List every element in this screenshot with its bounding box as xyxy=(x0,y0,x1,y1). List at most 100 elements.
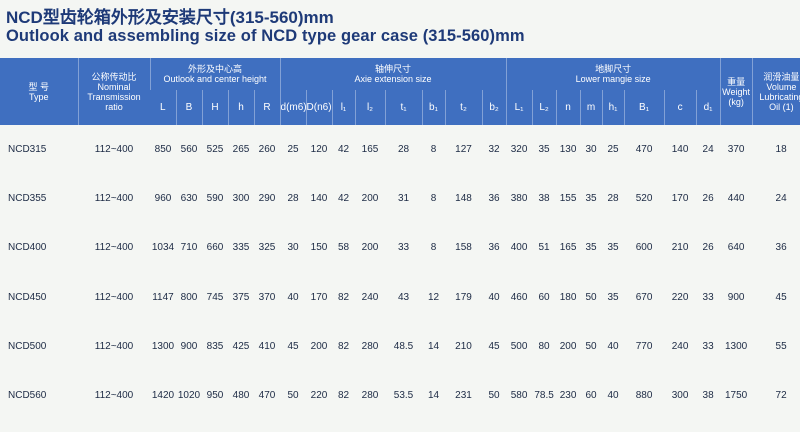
value-cell: 440 xyxy=(727,193,745,205)
lower-mangie-group-header: 地脚尺寸 Lower mangie size xyxy=(505,58,721,90)
ratio-cell: 112~400 xyxy=(94,291,134,303)
value-cell: 300 xyxy=(671,390,689,402)
value-cell: 170 xyxy=(671,193,689,205)
value-cell: 28 xyxy=(397,144,410,156)
value-cell: 50 xyxy=(585,340,597,352)
value-cell: 33 xyxy=(702,340,714,352)
column-header: d(m6) xyxy=(279,90,307,125)
value-cell: 31 xyxy=(397,193,410,205)
value-cell: 900 xyxy=(727,291,745,303)
value-cell: 240 xyxy=(671,340,689,352)
value-cell: 580 xyxy=(510,390,528,402)
value-cell: 325 xyxy=(258,242,276,254)
value-cell: 60 xyxy=(538,291,550,303)
column-header: l₂ xyxy=(354,90,386,125)
value-cell: 460 xyxy=(510,291,528,303)
value-cell: 60 xyxy=(585,390,597,402)
ratio-cell: 112~400 xyxy=(94,242,134,254)
value-cell: 38 xyxy=(702,390,714,402)
value-cell: 200 xyxy=(361,242,379,254)
value-cell: 40 xyxy=(287,291,299,303)
value-cell: 470 xyxy=(258,390,276,402)
value-cell: 165 xyxy=(361,144,379,156)
value-cell: 590 xyxy=(206,193,224,205)
value-cell: 231 xyxy=(455,390,472,402)
value-cell: 150 xyxy=(310,242,328,254)
value-cell: 770 xyxy=(635,340,653,352)
model-cell: NCD355 xyxy=(8,193,47,205)
column-header: l₁ xyxy=(331,90,356,125)
value-cell: 45 xyxy=(488,340,500,352)
value-cell: 12 xyxy=(427,291,440,303)
page-subtitle: Outlook and assembling size of NCD type … xyxy=(6,27,525,45)
type-header: 型 号 Type xyxy=(0,58,78,125)
value-cell: 45 xyxy=(287,340,299,352)
value-cell: 35 xyxy=(585,193,597,205)
value-cell: 58 xyxy=(337,242,350,254)
value-cell: 290 xyxy=(258,193,276,205)
value-cell: 80 xyxy=(538,340,550,352)
table-row: NCD500 112~400 1300 900 835 425 410 45 200 82 280 4… xyxy=(0,322,800,371)
column-header: c xyxy=(663,90,697,125)
value-cell: 130 xyxy=(559,144,577,156)
value-cell: 850 xyxy=(154,144,172,156)
value-cell: 200 xyxy=(310,340,328,352)
value-cell: 470 xyxy=(635,144,653,156)
value-cell: 33 xyxy=(702,291,714,303)
value-cell: 148 xyxy=(455,193,472,205)
value-cell: 45 xyxy=(775,291,787,303)
value-cell: 660 xyxy=(206,242,224,254)
value-cell: 210 xyxy=(671,242,689,254)
ratio-cell: 112~400 xyxy=(94,193,134,205)
oil-header: 润滑油量 Volume Lubricating Oil (1) xyxy=(751,58,800,125)
value-cell: 480 xyxy=(232,390,250,402)
value-cell: 560 xyxy=(180,144,198,156)
value-cell: 50 xyxy=(287,390,299,402)
column-header: H xyxy=(201,90,228,125)
value-cell: 18 xyxy=(775,144,787,156)
table-body: NCD315 112~400 850 560 525 265 260 25 120 42 165 28… xyxy=(0,125,800,420)
table-row: NCD400 112~400 1034 710 660 335 325 30 150 58 200 3… xyxy=(0,223,800,272)
value-cell: 710 xyxy=(180,242,198,254)
value-cell: 40 xyxy=(607,390,619,402)
value-cell: 300 xyxy=(232,193,250,205)
ratio-cell: 112~400 xyxy=(94,390,134,402)
value-cell: 1020 xyxy=(177,390,201,402)
value-cell: 55 xyxy=(775,340,787,352)
value-cell: 51 xyxy=(538,242,550,254)
value-cell: 28 xyxy=(287,193,299,205)
value-cell: 240 xyxy=(361,291,379,303)
value-cell: 82 xyxy=(337,390,350,402)
value-cell: 835 xyxy=(206,340,224,352)
value-cell: 375 xyxy=(232,291,250,303)
value-cell: 220 xyxy=(310,390,328,402)
page-title: NCD型齿轮箱外形及安装尺寸(315-560)mm xyxy=(6,8,334,27)
column-header: b₂ xyxy=(481,90,507,125)
value-cell: 950 xyxy=(206,390,224,402)
column-header: b₁ xyxy=(421,90,446,125)
value-cell: 210 xyxy=(455,340,472,352)
value-cell: 30 xyxy=(287,242,299,254)
column-header: t₂ xyxy=(444,90,483,125)
model-cell: NCD400 xyxy=(8,242,47,254)
value-cell: 24 xyxy=(702,144,714,156)
value-cell: 36 xyxy=(488,242,500,254)
column-header: m xyxy=(579,90,603,125)
value-cell: 53.5 xyxy=(393,390,414,402)
value-cell: 72 xyxy=(775,390,787,402)
ratio-cell: 112~400 xyxy=(94,144,134,156)
value-cell: 745 xyxy=(206,291,224,303)
value-cell: 265 xyxy=(232,144,250,156)
value-cell: 1034 xyxy=(151,242,175,254)
value-cell: 26 xyxy=(702,242,714,254)
value-cell: 425 xyxy=(232,340,250,352)
value-cell: 165 xyxy=(559,242,577,254)
value-cell: 40 xyxy=(607,340,619,352)
value-cell: 35 xyxy=(607,291,619,303)
value-cell: 280 xyxy=(361,390,379,402)
value-cell: 50 xyxy=(585,291,597,303)
value-cell: 14 xyxy=(427,390,440,402)
value-cell: 640 xyxy=(727,242,745,254)
value-cell: 630 xyxy=(180,193,198,205)
